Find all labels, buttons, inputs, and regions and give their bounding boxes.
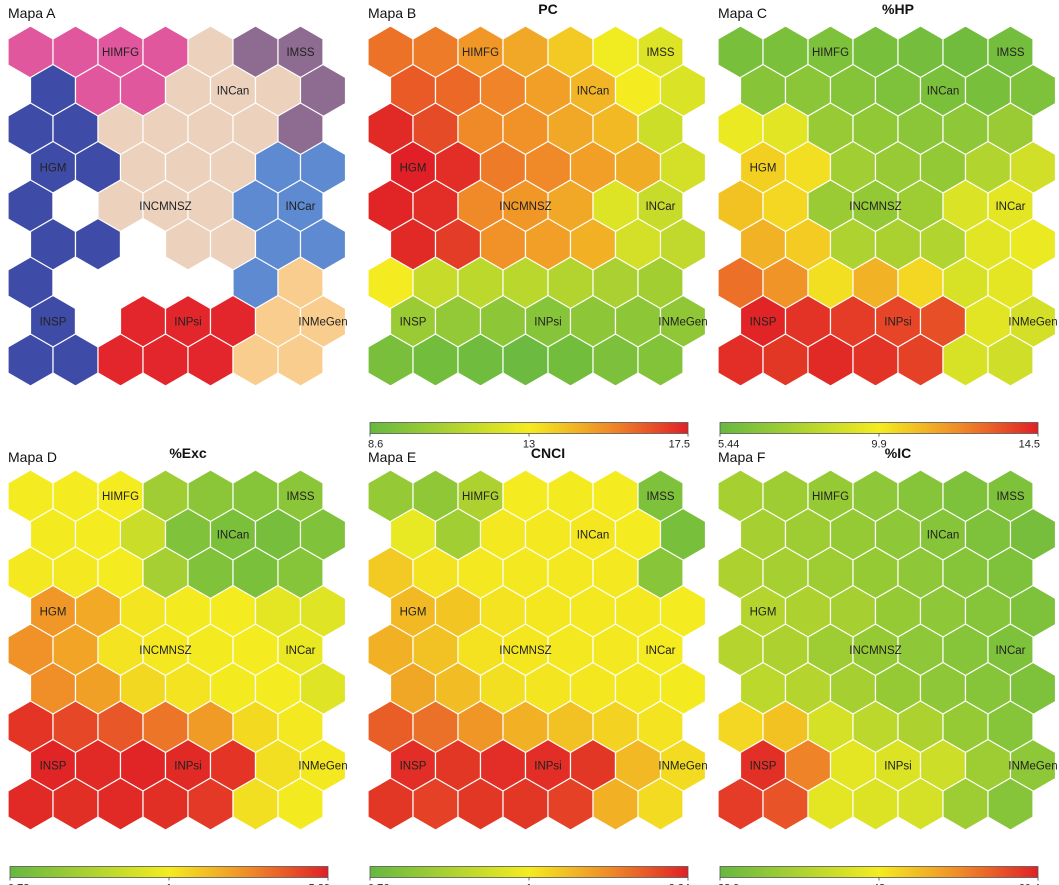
region-label: IMSS (996, 47, 1024, 59)
region-label: HIMFG (102, 47, 139, 59)
region-label: INMeGen (1008, 317, 1057, 329)
region-label: INCMNSZ (499, 645, 551, 657)
panel-mapa-e: Mapa E CNCI HIMFG IMSS INCan HGM INCMNSZ INCar I… (367, 445, 708, 885)
region-label: INSP (40, 761, 67, 773)
region-label: HGM (400, 607, 427, 619)
panel-mapa-f: Mapa F %IC HIMFG IMSS INCan HGM INCMNSZ INCar IN… (717, 445, 1058, 885)
region-label: INSP (750, 761, 777, 773)
region-label: INSP (400, 317, 427, 329)
region-label: HIMFG (462, 491, 499, 503)
panel-title: Mapa A (8, 5, 56, 21)
panel-title: Mapa F (718, 449, 765, 465)
region-label: INPsi (174, 317, 201, 329)
scale-tick-label: 42 (873, 883, 885, 885)
region-label: IMSS (286, 47, 314, 59)
scale-tick-label: 17.5 (669, 439, 690, 451)
region-label: INCan (577, 530, 610, 542)
region-label: INCan (217, 530, 250, 542)
hex-cell (987, 777, 1034, 831)
region-label: HGM (40, 607, 67, 619)
scale-tick-label: 5.29 (309, 883, 330, 885)
scale-tick-label: 0.76 (368, 883, 389, 885)
panel-mapa-d: Mapa D %Exc HIMFG IMSS INCan HGM INCMNSZ INCar I… (7, 445, 348, 885)
scale-tick-label: 23.9 (718, 883, 739, 885)
scale-tick-label: 5.44 (718, 439, 739, 451)
region-label: HGM (750, 163, 777, 175)
region-label: INCar (285, 645, 315, 657)
color-scale-bar (369, 422, 689, 434)
panel-mapa-c: Mapa C %HP HIMFG IMSS INCan HGM INCMNSZ INCar IN… (717, 1, 1058, 451)
region-label: INCan (927, 530, 960, 542)
region-label: INPsi (534, 317, 561, 329)
scale-tick-label: 13 (523, 439, 535, 451)
region-label: HGM (750, 607, 777, 619)
region-label: HGM (400, 163, 427, 175)
region-label: HIMFG (102, 491, 139, 503)
hex-cell (637, 777, 684, 831)
region-label: INCan (577, 86, 610, 98)
color-scale-bar (9, 866, 329, 878)
region-label: HIMFG (462, 47, 499, 59)
panel-title: Mapa B (368, 5, 416, 21)
region-label: INPsi (884, 317, 911, 329)
scale-tick-label: 0.73 (8, 883, 29, 885)
region-label: INCar (645, 645, 675, 657)
region-label: INCan (217, 86, 250, 98)
scale-tick-label: 1 (166, 883, 172, 885)
region-label: INCMNSZ (139, 645, 191, 657)
scale-tick-label: 9.9 (871, 439, 886, 451)
panel-mapa-a: Mapa A HIMFG IMSS INCan HGM INCMNSZ INCar INSP I… (7, 5, 348, 387)
scale-tick-label: 14.5 (1019, 439, 1040, 451)
region-label: HGM (40, 163, 67, 175)
region-label: INSP (40, 317, 67, 329)
scale-tick-label: 60.4 (1019, 883, 1040, 885)
panel-title: Mapa E (368, 449, 416, 465)
region-label: INCar (995, 645, 1025, 657)
panel-mapa-b: Mapa B PC HIMFG IMSS INCan HGM INCMNSZ INCar INS… (367, 1, 708, 451)
region-label: IMSS (646, 47, 674, 59)
region-label: INSP (750, 317, 777, 329)
region-label: INCar (645, 201, 675, 213)
scale-tick-label: 1 (526, 883, 532, 885)
metric-title: %HP (882, 1, 914, 17)
hex-cell (987, 333, 1034, 387)
region-label: INSP (400, 761, 427, 773)
region-label: INCar (285, 201, 315, 213)
scale-tick-label: 8.6 (368, 439, 383, 451)
region-label: IMSS (646, 491, 674, 503)
color-scale-bar (719, 866, 1039, 878)
region-label: INMeGen (298, 317, 347, 329)
region-label: INPsi (534, 761, 561, 773)
region-label: INMeGen (658, 317, 707, 329)
region-label: INMeGen (298, 761, 347, 773)
region-label: INCan (927, 86, 960, 98)
region-label: IMSS (286, 491, 314, 503)
region-label: INPsi (884, 761, 911, 773)
metric-title: CNCI (531, 445, 565, 461)
region-label: INMeGen (1008, 761, 1057, 773)
scale-tick-label: 3.24 (669, 883, 690, 885)
region-label: INCMNSZ (849, 201, 901, 213)
hex-cell (277, 333, 324, 387)
hex-cell (637, 333, 684, 387)
region-label: HIMFG (812, 491, 849, 503)
color-scale-bar (369, 866, 689, 878)
metric-title: PC (538, 1, 557, 17)
panel-title: Mapa C (718, 5, 767, 21)
color-scale-bar (719, 422, 1039, 434)
panel-title: Mapa D (8, 449, 57, 465)
region-label: INCMNSZ (499, 201, 551, 213)
metric-title: %Exc (169, 445, 207, 461)
region-label: IMSS (996, 491, 1024, 503)
region-label: HIMFG (812, 47, 849, 59)
region-label: INPsi (174, 761, 201, 773)
region-label: INMeGen (658, 761, 707, 773)
region-label: INCMNSZ (139, 201, 191, 213)
region-label: INCMNSZ (849, 645, 901, 657)
metric-title: %IC (885, 445, 911, 461)
hex-cell (277, 777, 324, 831)
region-label: INCar (995, 201, 1025, 213)
